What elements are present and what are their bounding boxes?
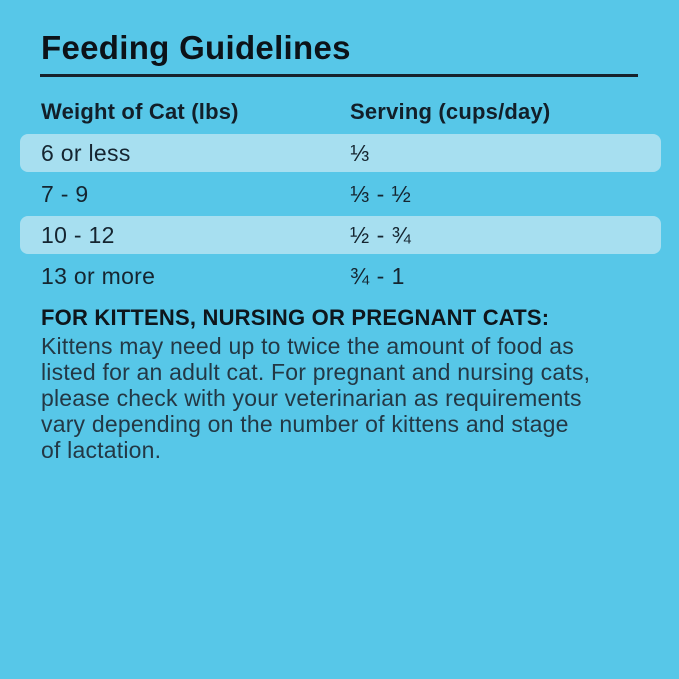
cell-serving: ⅓ - ½ (350, 180, 412, 207)
table-row: 7 - 9 ⅓ - ½ (20, 175, 661, 213)
feeding-table: 6 or less ⅓ 7 - 9 ⅓ - ½ 10 - 12 ½ - ¾ 13… (0, 134, 679, 295)
cell-serving: ⅓ (350, 139, 370, 166)
cell-weight: 13 or more (41, 262, 156, 289)
note-line: Kittens may need up to twice the amount … (41, 333, 574, 359)
table-row: 10 - 12 ½ - ¾ (20, 216, 661, 254)
cell-weight: 6 or less (41, 139, 131, 166)
column-header-serving: Serving (cups/day) (350, 99, 551, 124)
table-row: 6 or less ⅓ (20, 134, 661, 172)
note-line: of lactation. (41, 437, 162, 463)
page-title: Feeding Guidelines (41, 29, 351, 66)
column-header-weight: Weight of Cat (lbs) (41, 99, 239, 124)
kitten-note-text: Kittens may need up to twice the amount … (41, 333, 679, 463)
table-header-row: Weight of Cat (lbs) Serving (cups/day) (41, 100, 679, 124)
note-line: vary depending on the number of kittens … (41, 411, 569, 437)
cell-weight: 10 - 12 (41, 221, 115, 248)
cell-weight: 7 - 9 (41, 180, 89, 207)
kitten-note-heading: FOR KITTENS, NURSING OR PREGNANT CATS: (41, 305, 550, 330)
cell-serving: ½ - ¾ (350, 221, 412, 248)
cell-serving: ¾ - 1 (350, 262, 405, 289)
note-line: please check with your veterinarian as r… (41, 385, 582, 411)
title-divider (40, 74, 638, 77)
table-row: 13 or more ¾ - 1 (20, 257, 661, 295)
note-line: listed for an adult cat. For pregnant an… (41, 359, 591, 385)
